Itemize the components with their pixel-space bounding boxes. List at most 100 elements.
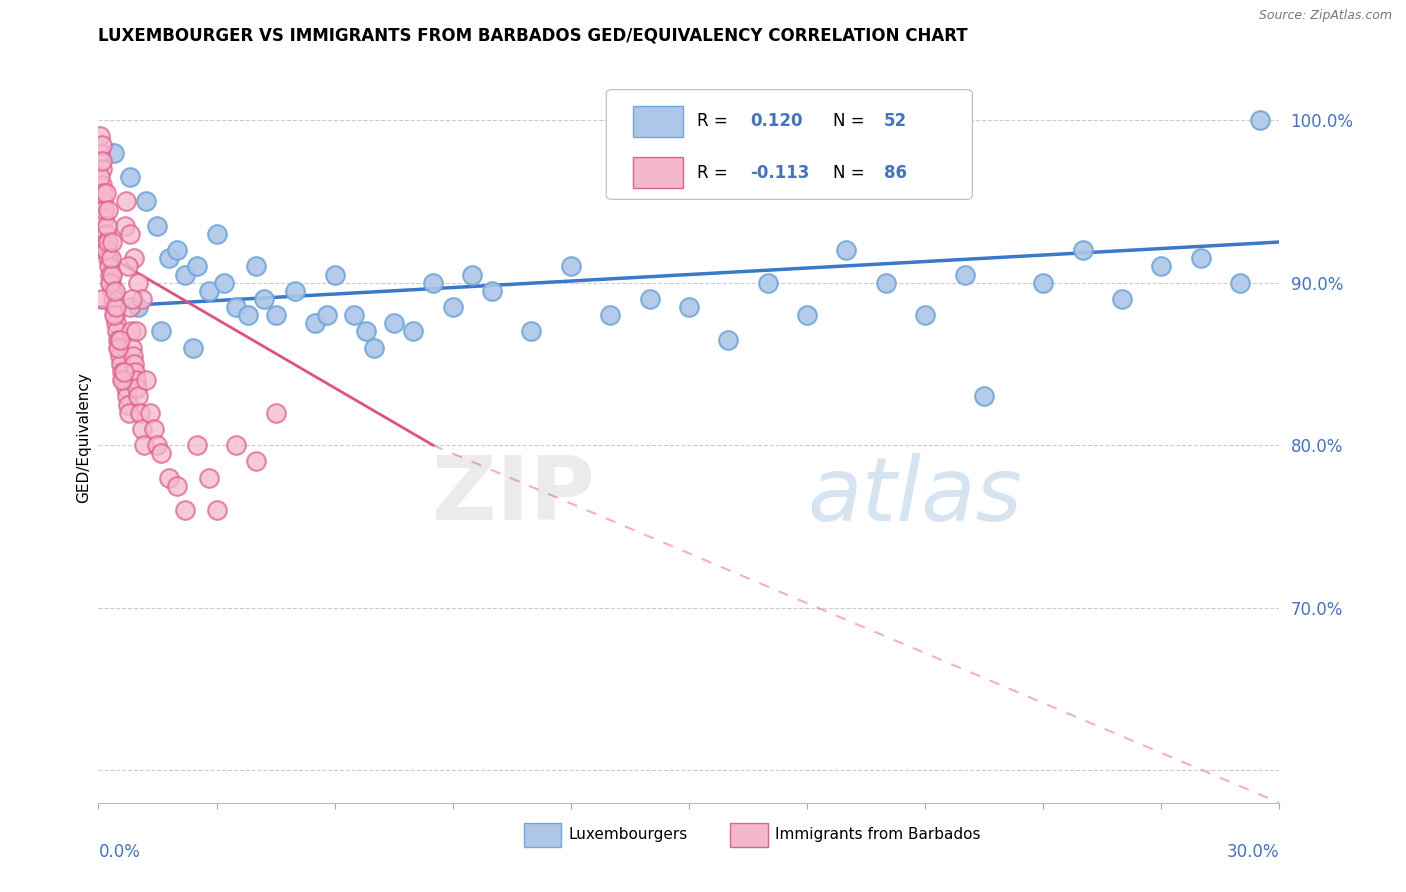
Point [150,325,173,339]
Point [108,349,131,363]
Point [91,153,114,168]
Point [481,284,503,298]
Point [118,169,141,184]
Point [98,276,121,290]
Point [96,219,118,233]
Point [835,243,858,257]
Point [131,292,153,306]
Point [105,325,128,339]
Text: 0.0%: 0.0% [98,844,141,862]
Point [914,308,936,322]
Point [96,235,118,249]
Point [93,202,115,217]
Point [100,252,122,266]
Point [122,252,145,266]
Point [132,438,155,452]
Point [174,503,197,517]
Point [796,308,818,322]
Point [953,268,976,282]
Point [100,276,122,290]
Point [97,202,120,217]
Point [363,341,385,355]
Point [1071,243,1094,257]
Point [157,471,180,485]
Point [90,137,112,152]
Point [117,260,139,274]
Point [93,211,115,225]
Point [114,219,136,233]
Point [135,373,157,387]
Point [98,268,121,282]
Point [115,389,138,403]
Point [104,308,127,322]
Point [103,145,125,160]
Text: R =: R = [697,163,733,182]
Point [128,406,150,420]
Point [127,276,149,290]
Point [253,292,276,306]
Point [108,333,131,347]
Point [157,252,180,266]
FancyBboxPatch shape [730,823,768,847]
Point [441,300,464,314]
Text: ZIP: ZIP [432,452,595,539]
Point [103,292,125,306]
Point [717,333,740,347]
Point [186,260,208,274]
Point [638,292,661,306]
Point [678,300,700,314]
Point [382,316,405,330]
Point [1189,252,1212,266]
Point [120,325,142,339]
Text: N =: N = [832,163,870,182]
Point [91,292,114,306]
Point [125,325,148,339]
Point [98,260,121,274]
Point [115,381,138,395]
Text: Luxembourgers: Luxembourgers [568,828,688,842]
Point [245,454,267,468]
Point [91,178,114,193]
Point [1032,276,1054,290]
Point [166,243,188,257]
Point [225,438,247,452]
Point [105,316,128,330]
Text: Source: ZipAtlas.com: Source: ZipAtlas.com [1258,9,1392,22]
Point [354,325,377,339]
Point [112,365,135,379]
Point [197,284,219,298]
Text: 30.0%: 30.0% [1227,844,1279,862]
Point [402,325,425,339]
Point [122,357,145,371]
Point [103,300,125,314]
Point [89,129,111,144]
Point [146,438,169,452]
Point [118,406,141,420]
Point [461,268,484,282]
Point [1150,260,1173,274]
Point [125,373,148,387]
Text: R =: R = [697,112,733,130]
FancyBboxPatch shape [634,106,683,136]
Point [264,406,287,420]
Point [107,333,129,347]
Point [264,308,287,322]
Point [117,398,139,412]
Point [103,308,125,322]
FancyBboxPatch shape [523,823,561,847]
Point [125,381,148,395]
Point [96,243,118,257]
Point [142,422,165,436]
Point [599,308,621,322]
Point [520,325,543,339]
Point [174,268,197,282]
Point [101,284,124,298]
Point [284,284,307,298]
Point [875,276,897,290]
Text: N =: N = [832,112,870,130]
Point [323,268,346,282]
Point [135,194,157,209]
Point [245,260,267,274]
Point [127,300,149,314]
Point [166,479,188,493]
